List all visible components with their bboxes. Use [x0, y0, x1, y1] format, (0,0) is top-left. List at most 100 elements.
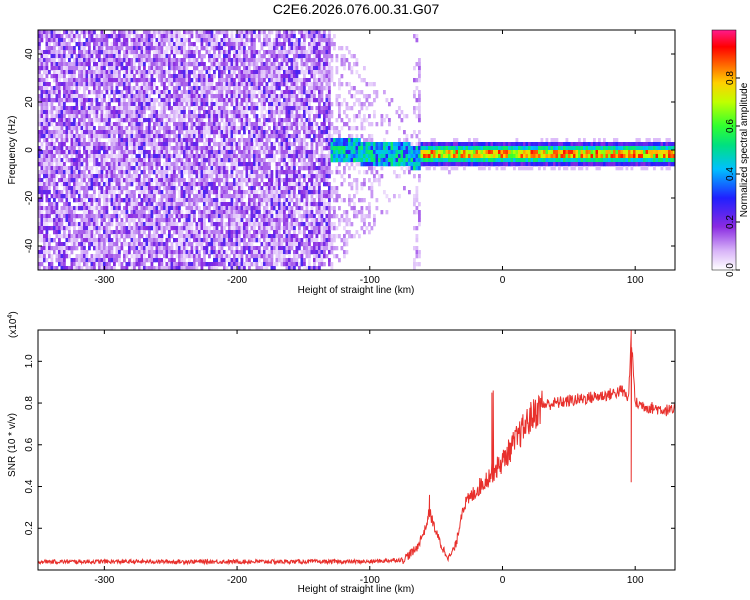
heatmap-cell — [53, 174, 56, 179]
heatmap-cell — [258, 202, 261, 207]
heatmap-cell — [215, 54, 219, 59]
heatmap-cell — [190, 134, 194, 139]
heatmap-cell — [198, 54, 201, 59]
heatmap-cell — [200, 114, 204, 119]
heatmap-cell — [210, 114, 214, 119]
heatmap-cell — [200, 98, 204, 103]
heatmap-cell — [263, 254, 266, 259]
heatmap-cell — [108, 122, 111, 127]
heatmap-cell — [140, 42, 144, 47]
heatmap-cell — [190, 58, 194, 63]
heatmap-cell — [75, 98, 79, 103]
heatmap-cell — [255, 102, 259, 107]
heatmap-cell — [73, 138, 76, 143]
heatmap-cell — [185, 70, 189, 75]
heatmap-cell — [88, 106, 91, 111]
heatmap-cell — [215, 210, 219, 215]
heatmap-cell — [230, 58, 234, 63]
heatmap-cell — [253, 166, 256, 171]
heatmap-cell — [158, 50, 161, 55]
heatmap-cell — [260, 250, 264, 255]
heatmap-cell — [40, 254, 44, 259]
heatmap-cell — [195, 142, 199, 147]
heatmap-cell — [158, 190, 161, 195]
heatmap-cell — [165, 170, 169, 175]
heatmap-cell — [178, 246, 181, 251]
heatmap-cell — [113, 154, 116, 159]
heatmap-cell — [208, 106, 211, 111]
heatmap-cell — [95, 218, 99, 223]
heatmap-cell — [65, 198, 69, 203]
heatmap-cell — [255, 234, 259, 239]
heatmap-cell — [205, 82, 209, 87]
heatmap-cell — [140, 78, 144, 83]
heatmap-cell — [175, 230, 179, 235]
heatmap-cell — [38, 138, 41, 143]
heatmap-cell — [188, 110, 191, 115]
heatmap-cell — [135, 70, 139, 75]
heatmap-cell — [68, 238, 71, 243]
heatmap-cell — [118, 142, 121, 147]
heatmap-cell — [68, 214, 71, 219]
heatmap-cell — [170, 50, 174, 55]
heatmap-cell — [275, 178, 279, 183]
heatmap-cell — [118, 122, 121, 127]
heatmap-cell — [220, 130, 224, 135]
heatmap-cell — [248, 118, 251, 123]
heatmap-cell — [190, 86, 194, 91]
heatmap-cell — [158, 222, 161, 227]
heatmap-cell — [173, 74, 176, 79]
heatmap-cell — [160, 90, 164, 95]
heatmap-cell — [278, 230, 281, 235]
heatmap-cell — [265, 194, 269, 199]
heatmap-cell — [135, 94, 139, 99]
heatmap-cell — [90, 166, 94, 171]
heatmap-cell — [243, 54, 246, 59]
heatmap-cell — [93, 174, 96, 179]
heatmap-cell — [58, 74, 61, 79]
heatmap-cell — [170, 62, 174, 67]
heatmap-cell — [235, 182, 239, 187]
heatmap-cell — [85, 154, 89, 159]
heatmap-cell — [115, 218, 119, 223]
heatmap-cell — [258, 222, 261, 227]
heatmap-cell — [213, 186, 216, 191]
heatmap-cell — [238, 70, 241, 75]
heatmap-cell — [230, 154, 234, 159]
heatmap-cell — [203, 90, 206, 95]
heatmap-cell — [148, 222, 151, 227]
heatmap-cell — [233, 238, 236, 243]
heatmap-cell — [260, 78, 264, 83]
heatmap-cell — [140, 242, 144, 247]
heatmap-cell — [128, 114, 131, 119]
heatmap-cell — [185, 218, 189, 223]
heatmap-cell — [115, 158, 119, 163]
heatmap-cell — [98, 154, 101, 159]
heatmap-cell — [100, 266, 104, 270]
heatmap-cell — [278, 178, 281, 183]
heatmap-cell — [225, 178, 229, 183]
heatmap-cell — [268, 30, 271, 35]
heatmap-cell — [160, 122, 164, 127]
heatmap-cell — [198, 206, 201, 211]
heatmap-cell — [163, 150, 166, 155]
heatmap-cell — [80, 242, 84, 247]
heatmap-cell — [70, 186, 74, 191]
heatmap-cell — [110, 98, 114, 103]
heatmap-cell — [245, 74, 249, 79]
heatmap-cell — [105, 86, 109, 91]
heatmap-cell — [38, 114, 41, 119]
heatmap-cell — [73, 62, 76, 67]
heatmap-cell — [275, 62, 279, 67]
heatmap-cell — [150, 146, 154, 151]
heatmap-cell — [75, 154, 79, 159]
heatmap-cell — [88, 214, 91, 219]
heatmap-cell — [80, 202, 84, 207]
heatmap-cell — [233, 122, 236, 127]
heatmap-cell — [100, 238, 104, 243]
heatmap-cell — [168, 234, 171, 239]
heatmap-cell — [143, 58, 146, 63]
heatmap-cell — [93, 182, 96, 187]
heatmap-cell — [83, 158, 86, 163]
heatmap-cell — [150, 226, 154, 231]
